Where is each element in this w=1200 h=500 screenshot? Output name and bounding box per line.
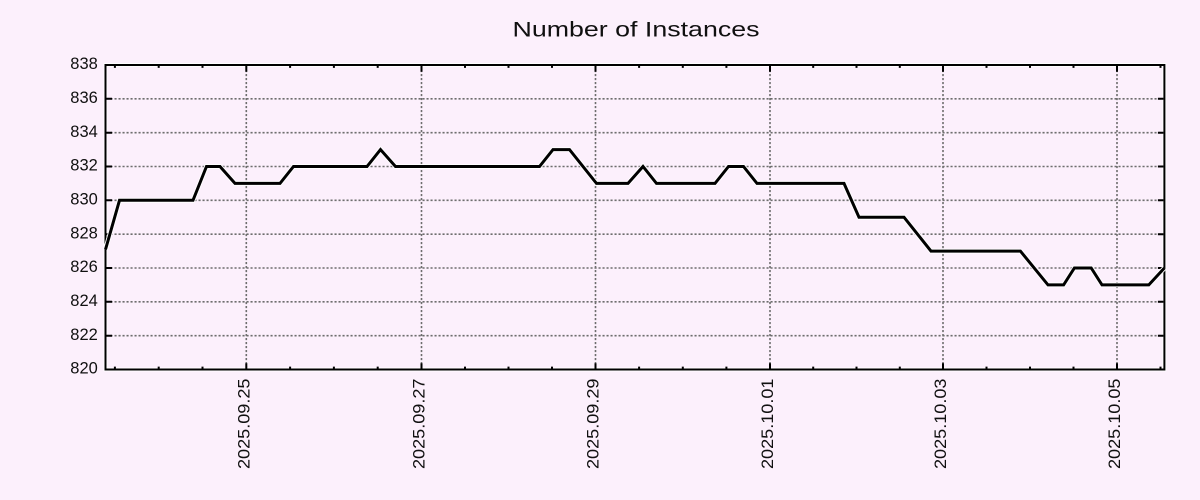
svg-text:826: 826 [70, 257, 98, 276]
svg-text:Number of Instances: Number of Instances [513, 18, 760, 42]
svg-text:830: 830 [70, 190, 98, 209]
svg-text:2025.10.01: 2025.10.01 [758, 379, 777, 470]
svg-text:2025.09.25: 2025.09.25 [235, 379, 254, 470]
svg-text:824: 824 [70, 291, 98, 310]
svg-text:832: 832 [70, 156, 98, 175]
svg-text:820: 820 [70, 359, 98, 378]
svg-text:822: 822 [70, 325, 98, 344]
svg-text:838: 838 [70, 54, 98, 73]
svg-text:828: 828 [70, 223, 98, 242]
svg-text:2025.10.03: 2025.10.03 [931, 379, 950, 470]
svg-text:836: 836 [70, 88, 98, 107]
svg-text:2025.09.29: 2025.09.29 [584, 379, 603, 470]
svg-text:834: 834 [70, 122, 98, 141]
svg-text:2025.09.27: 2025.09.27 [410, 379, 429, 470]
svg-text:2025.10.05: 2025.10.05 [1105, 379, 1124, 470]
